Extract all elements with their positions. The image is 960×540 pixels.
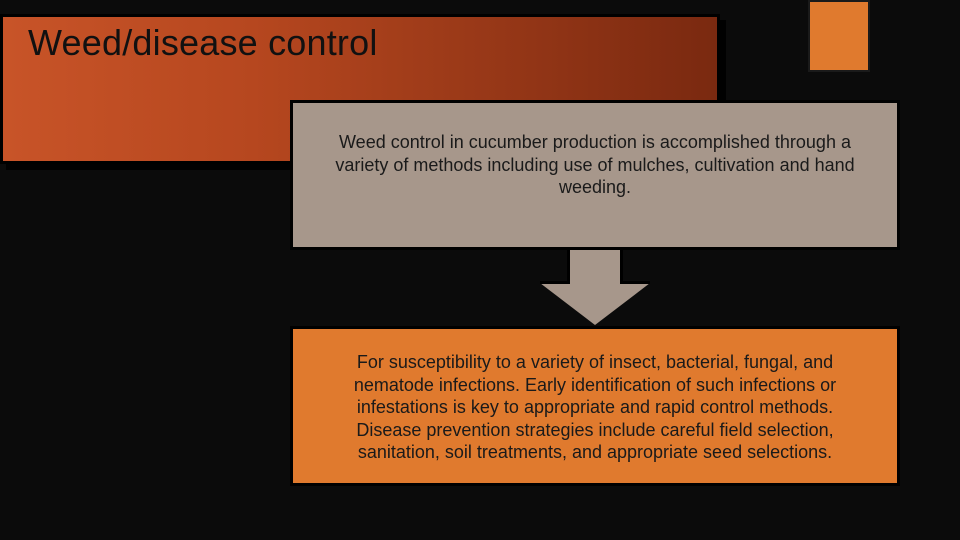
arrow-stem [567, 250, 623, 286]
weed-control-text: Weed control in cucumber production is a… [335, 132, 854, 197]
down-arrow [540, 250, 650, 320]
arrow-head-border [536, 280, 654, 325]
accent-tab [808, 0, 870, 72]
arrow-shoulder-left [540, 281, 570, 284]
disease-control-box: For susceptibility to a variety of insec… [290, 326, 900, 486]
slide-title: Weed/disease control [28, 22, 378, 64]
disease-control-text: For susceptibility to a variety of insec… [354, 352, 836, 462]
arrow-head [540, 283, 650, 325]
weed-control-box: Weed control in cucumber production is a… [290, 100, 900, 250]
arrow-shoulder-right [620, 281, 650, 284]
slide: Weed/disease control Weed control in cuc… [0, 0, 960, 540]
